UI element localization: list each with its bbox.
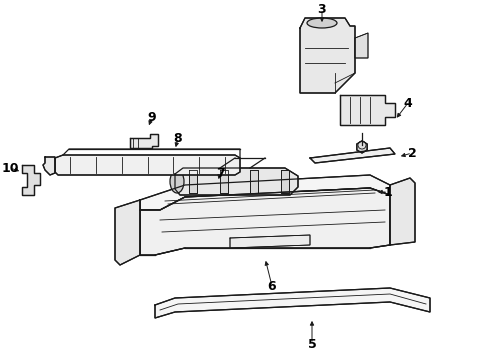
Polygon shape <box>130 134 158 148</box>
Polygon shape <box>43 157 55 175</box>
Polygon shape <box>250 170 258 193</box>
Polygon shape <box>175 168 298 195</box>
Polygon shape <box>340 95 395 125</box>
Polygon shape <box>300 18 355 93</box>
Polygon shape <box>355 33 368 58</box>
Polygon shape <box>390 178 415 245</box>
Polygon shape <box>220 170 228 193</box>
Text: 10: 10 <box>1 162 19 175</box>
Ellipse shape <box>170 170 184 193</box>
Text: 4: 4 <box>404 96 413 109</box>
Polygon shape <box>22 165 40 195</box>
Text: 7: 7 <box>216 166 224 180</box>
Polygon shape <box>140 188 390 255</box>
Circle shape <box>358 141 366 149</box>
Text: 8: 8 <box>173 131 182 144</box>
Text: 3: 3 <box>318 3 326 15</box>
Polygon shape <box>357 141 367 153</box>
Text: 9: 9 <box>147 111 156 123</box>
Text: 2: 2 <box>408 147 416 159</box>
Polygon shape <box>310 148 395 163</box>
Polygon shape <box>230 235 310 248</box>
Ellipse shape <box>307 18 337 28</box>
Text: 5: 5 <box>308 338 317 351</box>
Polygon shape <box>140 175 390 210</box>
Polygon shape <box>189 170 197 193</box>
Polygon shape <box>55 155 240 175</box>
Text: 1: 1 <box>384 185 392 198</box>
Polygon shape <box>281 170 289 193</box>
Polygon shape <box>155 288 430 318</box>
Polygon shape <box>115 200 140 265</box>
Text: 6: 6 <box>268 279 276 292</box>
